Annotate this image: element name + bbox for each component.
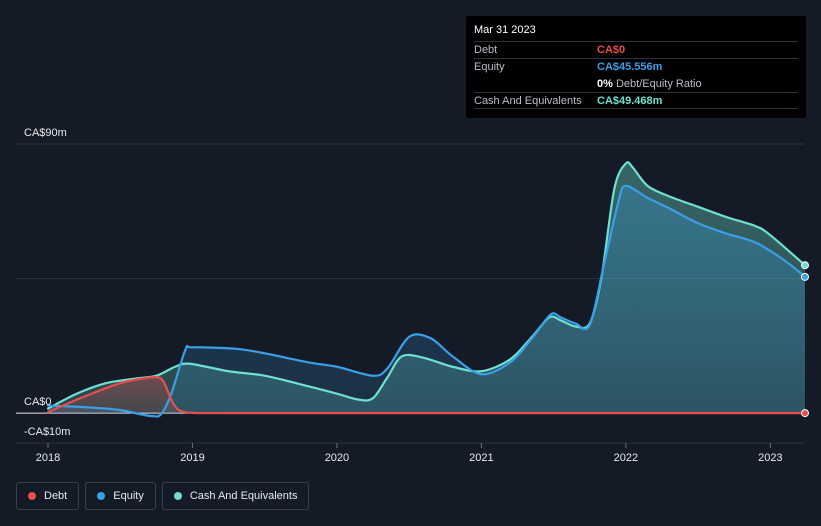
y-tick-label-2: -CA$10m [24,426,70,438]
legend-item-equity[interactable]: Equity [85,482,156,510]
label-layer: CA$90m CA$0 -CA$10m 2018 2019 2020 2021 2022 202… [24,127,783,464]
tooltip-debt-value: CA$0 [597,44,626,56]
x-tick-label-2020: 2020 [325,452,349,464]
x-tick-label-2019: 2019 [180,452,204,464]
legend-dot-cash [173,492,182,500]
x-tick-label-2023: 2023 [758,452,782,464]
legend-dot-equity [97,492,106,500]
tooltip-row-ratio: 0% Debt/Equity Ratio [474,75,798,92]
tooltip-equity-value: CA$45.556m [597,61,663,73]
line-layer [46,161,807,418]
legend-label-cash: Cash And Equivalents [189,490,298,502]
end-marker-debt [801,409,809,418]
tooltip-cash-key: Cash And Equivalents [474,94,582,107]
area-equity [48,185,805,417]
tooltip-ratio-suffix: Debt/Equity Ratio [615,77,702,90]
x-tick-label-2021: 2021 [469,452,493,464]
y-tick-label-1: CA$0 [24,396,52,408]
legend-label-equity: Equity [113,490,144,502]
x-tick-label-2022: 2022 [614,452,638,464]
tooltip-row-equity: Equity CA$45.556m [474,58,798,75]
line-equity [46,184,807,418]
line-debt [46,376,807,415]
tooltip-cash-value: CA$49.468m [597,94,663,107]
end-marker-equity [801,272,809,281]
tooltip-debt-key: Debt [474,44,498,56]
tooltip-ratio-wrap: 0% Debt/Equity Ratio [597,78,702,90]
tooltip-equity-key: Equity [474,61,505,73]
tooltip-date: Mar 31 2023 [474,24,536,36]
legend-label-debt: Debt [44,490,68,502]
legend: Debt Equity Cash And Equivalents [16,482,310,510]
line-cash-and-equivalents [46,161,807,410]
tooltip-row-debt: Debt CA$0 [474,41,798,58]
marker-layer [801,261,809,418]
legend-dot-debt [28,492,36,500]
tooltip-panel: Mar 31 2023 Debt CA$0 Equity CA$45.556m … [466,16,806,118]
x-tick-label-2018: 2018 [36,452,60,464]
tooltip-ratio-value: 0% [597,77,613,90]
end-marker-cash-and-equivalents [801,261,809,270]
y-tick-label-0: CA$90m [24,127,67,139]
tooltip-row-cash: Cash And Equivalents CA$49.468m [474,92,798,109]
legend-item-debt[interactable]: Debt [16,482,80,510]
legend-item-cash[interactable]: Cash And Equivalents [161,482,310,510]
